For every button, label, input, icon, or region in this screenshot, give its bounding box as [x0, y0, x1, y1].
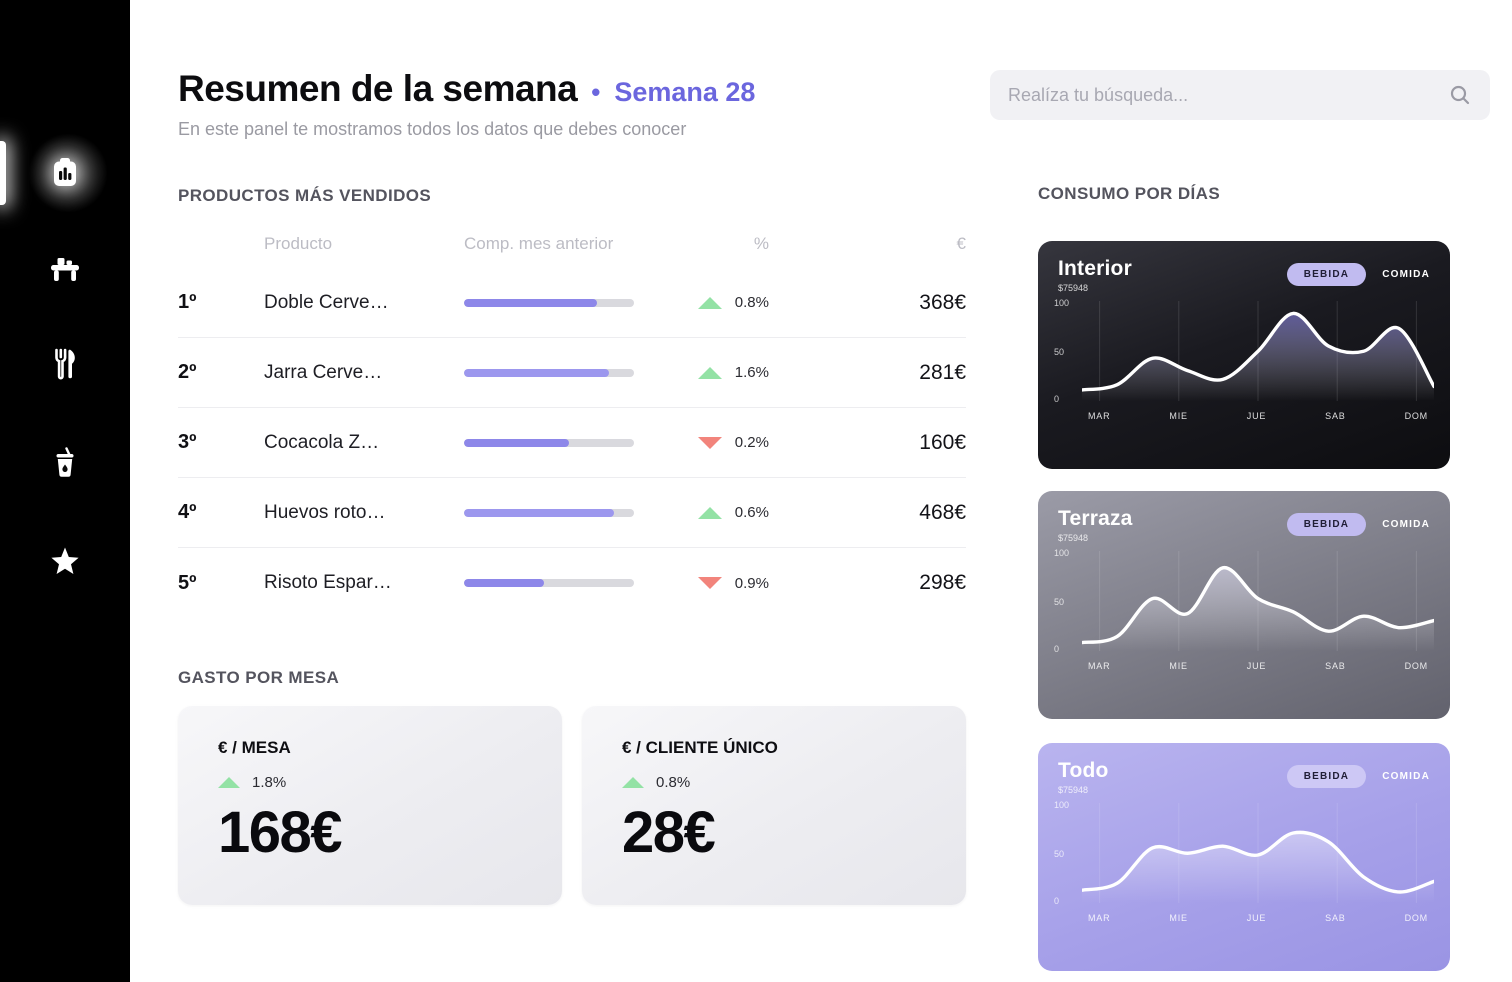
comparison-bar: [464, 508, 634, 517]
product-name: Cocacola Z…: [264, 431, 380, 453]
title-separator-dot: •: [591, 77, 601, 107]
trend-percent: 1.6%: [734, 364, 769, 381]
comparison-bar: [464, 438, 634, 447]
trend-icon: [697, 436, 722, 449]
kpi-card-cliente-unico[interactable]: € / CLIENTE ÚNICO 0.8% 28€: [582, 706, 966, 905]
chart-title: Todo: [1058, 759, 1109, 782]
chart-title: Terraza: [1058, 507, 1133, 530]
table-row[interactable]: 5º Risoto Espar… 0.9% 298€: [178, 548, 966, 618]
trend-percent: 0.8%: [656, 774, 691, 791]
kpi-card-mesa[interactable]: € / MESA 1.8% 168€: [178, 706, 562, 905]
product-name: Huevos roto…: [264, 501, 386, 523]
rank: 4º: [178, 501, 197, 523]
products-section-title: PRODUCTOS MÁS VENDIDOS: [178, 186, 432, 205]
page-header: Resumen de la semana • Semana 28 En este…: [178, 68, 755, 140]
table-icon: [51, 258, 79, 281]
line-chart: [1082, 301, 1434, 401]
chart-title: Interior: [1058, 257, 1132, 280]
chart-card-interior[interactable]: Interior $75948 BEBIDA COMIDA 100 50 0 M…: [1038, 241, 1450, 469]
line-chart: [1082, 551, 1434, 651]
trend-percent: 0.2%: [734, 434, 769, 451]
tab-bebida[interactable]: BEBIDA: [1286, 513, 1367, 536]
trend-icon: [697, 366, 722, 379]
tab-comida[interactable]: COMIDA: [1382, 771, 1430, 782]
consumo-section-title: CONSUMO POR DÍAS: [1038, 184, 1221, 203]
rank: 5º: [178, 571, 197, 594]
table-row[interactable]: 3º Cocacola Z… 0.2% 160€: [178, 408, 966, 478]
sidebar-item-favorites[interactable]: [0, 525, 130, 597]
amount: 281€: [919, 360, 966, 384]
line-chart: [1082, 803, 1434, 903]
kpi-value: 28€: [622, 800, 716, 865]
star-icon: [51, 547, 79, 574]
tab-bebida[interactable]: BEBIDA: [1286, 263, 1367, 286]
comparison-bar: [464, 579, 634, 587]
search-bar: [990, 70, 1490, 120]
chart-subtitle: $75948: [1058, 785, 1089, 795]
product-name: Risoto Espar…: [264, 572, 392, 593]
chart-card-todo[interactable]: Todo $75948 BEBIDA COMIDA 100 50 0 MAR MI…: [1038, 743, 1450, 971]
y-axis: 100 50 0: [1054, 298, 1070, 404]
table-header-row: Producto Comp. mes anterior % €: [178, 220, 966, 268]
trend-icon: [697, 296, 722, 309]
search-input[interactable]: [1008, 84, 1448, 106]
comparison-bar: [464, 298, 634, 307]
col-comp-mes-anterior: Comp. mes anterior: [464, 234, 614, 253]
sidebar-item-food[interactable]: [0, 328, 130, 400]
product-name: Doble Cerve…: [264, 291, 389, 313]
trend-percent: 0.9%: [734, 574, 769, 592]
cutlery-icon: [55, 348, 75, 380]
amount: 468€: [919, 500, 966, 524]
amount: 298€: [919, 571, 966, 594]
trend-percent: 0.6%: [734, 504, 769, 521]
tab-comida[interactable]: COMIDA: [1382, 269, 1430, 280]
products-section: PRODUCTOS MÁS VENDIDOS Producto Comp. me…: [178, 186, 966, 618]
trend-icon: [697, 577, 722, 589]
tab-bebida[interactable]: BEBIDA: [1286, 765, 1367, 788]
kpi-label: € / MESA: [218, 738, 291, 757]
table-row[interactable]: 2º Jarra Cerve… 1.6% 281€: [178, 338, 966, 408]
amount: 160€: [919, 430, 966, 454]
rank: 2º: [178, 361, 197, 383]
trend-icon: [697, 506, 722, 519]
products-table: Producto Comp. mes anterior % € 1º Doble…: [178, 220, 966, 618]
amount: 368€: [919, 290, 966, 314]
search-icon[interactable]: [1448, 83, 1472, 107]
sidebar-item-tables[interactable]: [0, 232, 130, 304]
x-axis: MAR MIE JUE SAB DOM: [1088, 661, 1428, 671]
dashboard-chart-icon: [54, 158, 76, 186]
x-axis: MAR MIE JUE SAB DOM: [1088, 411, 1428, 421]
chart-subtitle: $75948: [1058, 533, 1089, 543]
tab-comida[interactable]: COMIDA: [1382, 519, 1430, 530]
page-subtitle: En este panel te mostramos todos los dat…: [178, 119, 687, 139]
sidebar-item-dashboard[interactable]: [0, 133, 130, 213]
sidebar-item-drinks[interactable]: [0, 427, 130, 499]
y-axis: 100 50 0: [1054, 548, 1070, 654]
page-title: Resumen de la semana: [178, 68, 578, 109]
rank: 3º: [178, 431, 197, 453]
table-row[interactable]: 4º Huevos roto… 0.6% 468€: [178, 478, 966, 548]
table-row[interactable]: 1º Doble Cerve… 0.8% 368€: [178, 268, 966, 338]
trend-icon: [622, 777, 644, 788]
drink-icon: [56, 447, 74, 477]
rank: 1º: [178, 291, 197, 313]
week-label: Semana 28: [614, 77, 756, 107]
col-percent: %: [753, 234, 769, 253]
kpi-value: 168€: [218, 800, 343, 865]
trend-percent: 1.8%: [252, 774, 287, 791]
col-producto: Producto: [264, 234, 333, 253]
y-axis: 100 50 0: [1054, 800, 1070, 906]
trend-icon: [218, 777, 240, 788]
chart-card-terraza[interactable]: Terraza $75948 BEBIDA COMIDA 100 50 0 MA…: [1038, 491, 1450, 719]
kpi-label: € / CLIENTE ÚNICO: [622, 738, 778, 757]
x-axis: MAR MIE JUE SAB DOM: [1088, 913, 1428, 923]
trend-percent: 0.8%: [734, 294, 769, 311]
gasto-section-title: GASTO POR MESA: [178, 668, 340, 687]
col-euro: €: [956, 234, 966, 253]
comparison-bar: [464, 368, 634, 377]
product-name: Jarra Cerve…: [264, 361, 383, 383]
chart-subtitle: $75948: [1058, 283, 1089, 293]
sidebar: [0, 0, 130, 982]
gasto-section: GASTO POR MESA € / MESA 1.8% 168€ € / CL…: [178, 668, 966, 905]
